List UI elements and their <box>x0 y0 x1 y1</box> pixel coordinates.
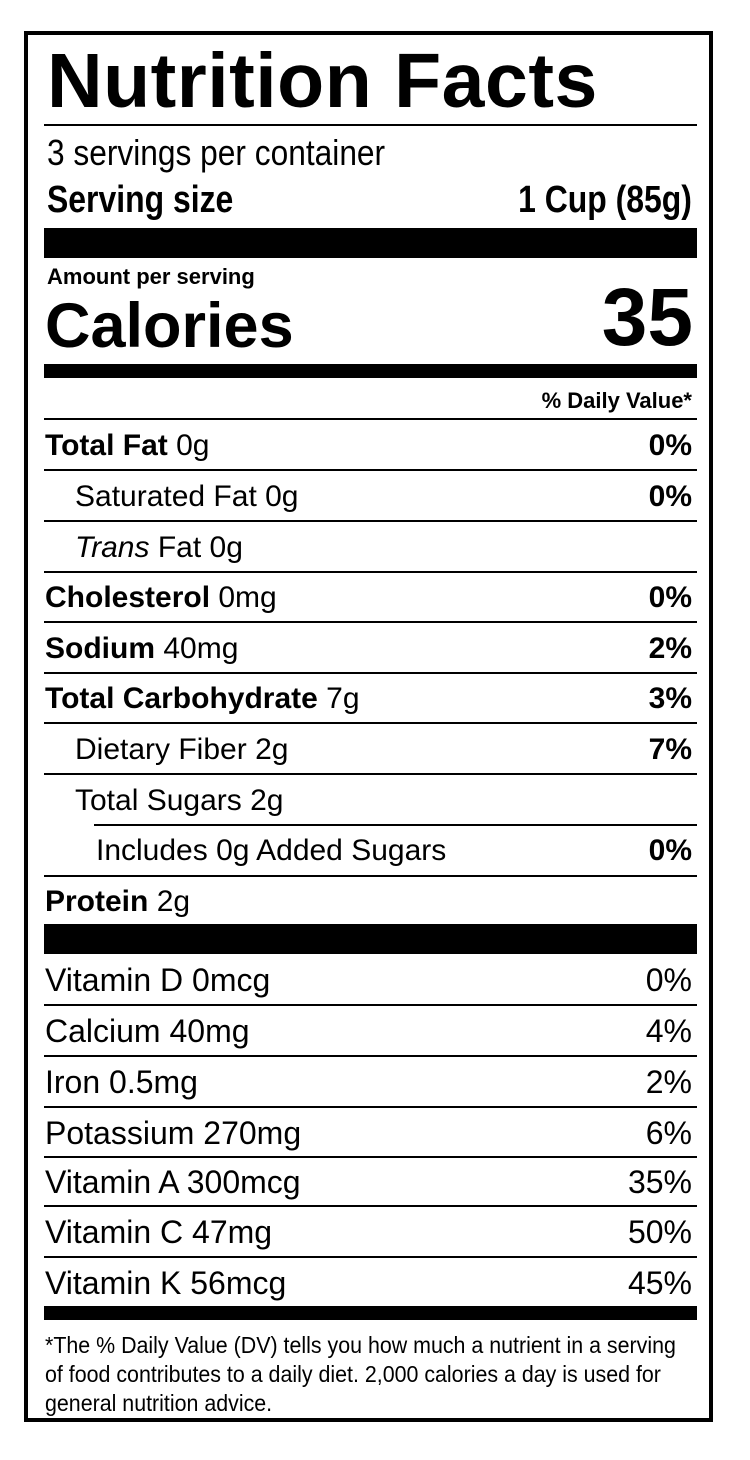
vitamin-dv: 45% <box>627 1265 692 1301</box>
vitamin-row: Potassium 270mg <box>45 1117 301 1149</box>
nutrient-amount: 2g <box>250 784 284 817</box>
nutrient-amount: 40mg <box>163 632 239 665</box>
nutrient-name: Cholesterol <box>45 581 211 614</box>
divider <box>44 875 697 877</box>
nutrient-name: Total Fat <box>45 429 168 462</box>
daily-value-footnote: *The % Daily Value (DV) tells you how mu… <box>45 1332 676 1416</box>
nutrient-dv: 2% <box>648 632 692 665</box>
nutrient-dv: 0% <box>648 834 692 867</box>
thick-divider <box>44 924 697 954</box>
nutrient-row-total-carbohydrate: Total Carbohydrate 7g <box>45 684 360 714</box>
vitamin-name: Vitamin K <box>45 1265 182 1301</box>
nutrient-row-dietary-fiber: Dietary Fiber 2g <box>75 735 288 765</box>
vitamin-name: Iron <box>45 1064 101 1100</box>
thick-divider <box>44 228 697 258</box>
vitamin-dv: 50% <box>627 1214 692 1250</box>
nutrient-row-sodium: Sodium 40mg <box>45 634 238 664</box>
serving-size-label: Serving size <box>47 179 234 221</box>
vitamin-dv: 6% <box>645 1115 692 1151</box>
divider <box>44 1256 697 1258</box>
calories-value: 35 <box>601 272 693 363</box>
divider <box>94 824 697 826</box>
nutrient-row-protein: Protein 2g <box>45 887 190 917</box>
nutrient-name: Dietary Fiber <box>75 733 247 766</box>
divider <box>44 124 697 126</box>
vitamin-name: Vitamin D <box>45 962 184 998</box>
medium-divider <box>44 1306 697 1320</box>
nutrient-name: Protein <box>45 885 149 918</box>
vitamin-amount: 270mg <box>203 1115 302 1151</box>
nutrient-amount: 0mg <box>218 581 277 614</box>
divider <box>44 1156 697 1158</box>
nutrient-amount: 0g <box>176 429 210 462</box>
vitamin-name: Vitamin A <box>45 1164 178 1200</box>
nutrient-dv: 3% <box>648 682 692 715</box>
vitamin-amount: 40mg <box>169 1013 250 1049</box>
vitamin-row: Vitamin D 0mcg <box>45 964 270 996</box>
divider <box>44 773 697 775</box>
vitamin-dv: 2% <box>645 1064 692 1100</box>
divider <box>44 520 697 522</box>
amount-per-serving: Amount per serving <box>47 264 255 289</box>
nutrient-amount: 2g <box>255 733 289 766</box>
nutrition-facts-panel: Nutrition Facts 3 servings per container… <box>24 31 713 1422</box>
vitamin-name: Vitamin C <box>45 1214 184 1250</box>
vitamin-amount: 0.5mg <box>109 1064 198 1100</box>
nutrient-row-saturated-fat: Saturated Fat 0g <box>75 482 299 512</box>
calories-label: Calories <box>45 291 294 361</box>
divider <box>44 418 697 420</box>
nutrient-name: Total Carbohydrate <box>45 682 318 715</box>
nutrient-dv: 0% <box>648 581 692 614</box>
vitamin-dv: 4% <box>645 1013 692 1049</box>
divider <box>44 722 697 724</box>
vitamin-name: Calcium <box>45 1013 161 1049</box>
vitamin-dv: 0% <box>645 962 692 998</box>
nutrient-name-italic: Trans <box>75 531 150 564</box>
nutrient-name: Sodium <box>45 632 155 665</box>
vitamin-row: Vitamin C 47mg <box>45 1216 272 1248</box>
vitamin-amount: 56mcg <box>190 1265 287 1301</box>
nutrient-row-added-sugars: Includes 0g Added Sugars <box>96 836 446 866</box>
vitamin-row: Iron 0.5mg <box>45 1066 198 1098</box>
servings-per-container: 3 servings per container <box>47 132 386 173</box>
nutrient-dv: 0% <box>648 480 692 513</box>
vitamin-amount: 47mg <box>192 1214 273 1250</box>
daily-value-header: % Daily Value* <box>541 388 692 413</box>
nutrient-amount: 7g <box>326 682 360 715</box>
nutrient-row-total-fat: Total Fat 0g <box>45 431 210 461</box>
divider <box>44 621 697 623</box>
nutrient-name: Total Sugars <box>75 784 242 817</box>
nutrient-row-total-sugars: Total Sugars 2g <box>75 786 283 816</box>
vitamin-amount: 300mcg <box>186 1164 301 1200</box>
nutrient-name: Fat <box>157 531 202 564</box>
vitamin-amount: 0mcg <box>192 962 271 998</box>
nutrient-amount: 0g <box>265 480 299 513</box>
divider <box>44 571 697 573</box>
nutrient-amount: 2g <box>156 885 191 918</box>
divider <box>44 1106 697 1108</box>
divider <box>44 672 697 674</box>
nutrient-row-trans-fat: Trans Fat 0g <box>75 533 243 563</box>
vitamin-row: Vitamin K 56mcg <box>45 1267 286 1299</box>
nutrient-dv: 0% <box>648 429 692 462</box>
divider <box>44 469 697 471</box>
nutrient-dv: 7% <box>648 733 692 766</box>
nutrient-text: Includes 0g Added Sugars <box>96 834 447 867</box>
divider <box>44 1004 697 1006</box>
divider <box>44 1055 697 1057</box>
vitamin-row: Vitamin A 300mcg <box>45 1166 301 1198</box>
nutrient-name: Saturated Fat <box>75 480 257 513</box>
nutrient-row-cholesterol: Cholesterol 0mg <box>45 583 277 613</box>
serving-size-value: 1 Cup (85g) <box>518 179 692 221</box>
vitamin-dv: 35% <box>627 1164 692 1200</box>
vitamin-row: Calcium 40mg <box>45 1015 250 1047</box>
medium-divider <box>44 364 697 378</box>
divider <box>44 1205 697 1207</box>
label-title: Nutrition Facts <box>47 38 598 124</box>
nutrient-amount: 0g <box>209 531 243 564</box>
vitamin-name: Potassium <box>45 1115 195 1151</box>
